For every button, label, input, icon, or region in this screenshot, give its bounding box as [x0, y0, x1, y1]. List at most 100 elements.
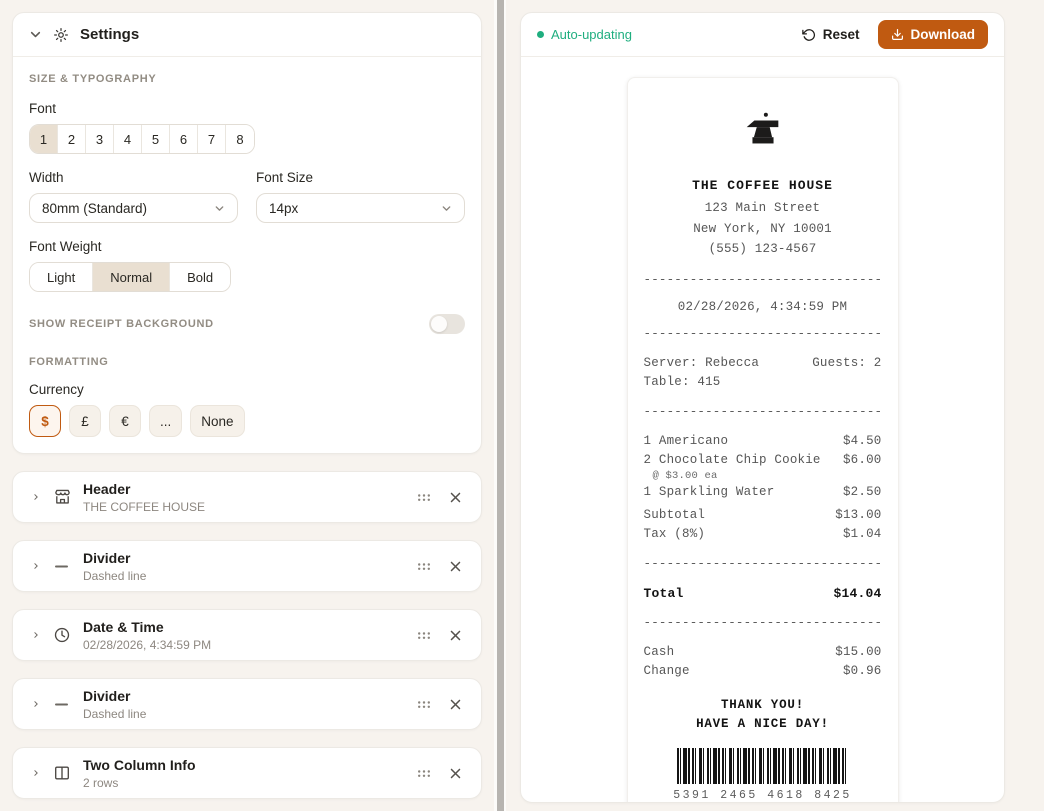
coffee-logo-icon — [644, 110, 882, 152]
receipt-address-line2: New York, NY 10001 — [693, 221, 832, 236]
settings-card: Settings SIZE & TYPOGRAPHY Font 1 2 3 4 … — [12, 12, 482, 454]
block-title: Date & Time — [83, 618, 164, 635]
font-weight-light[interactable]: Light — [30, 263, 94, 291]
currency-gbp-button[interactable]: £ — [69, 405, 101, 437]
close-icon[interactable] — [445, 694, 466, 715]
preview-header: Auto-updating Reset — [521, 13, 1004, 57]
status-label: Auto-updating — [551, 27, 632, 42]
chevron-down-icon — [214, 203, 225, 214]
gear-icon — [53, 27, 69, 43]
currency-eur-button[interactable]: € — [109, 405, 141, 437]
drag-handle-icon[interactable] — [413, 558, 435, 575]
chevron-right-icon[interactable] — [28, 694, 44, 714]
receipt-divider: ------------------------------- — [643, 615, 882, 630]
font-weight-normal[interactable]: Normal — [93, 263, 171, 291]
block-title: Divider — [83, 549, 131, 566]
status-dot-icon — [537, 31, 544, 38]
download-button[interactable]: Download — [877, 20, 988, 49]
font-option-4[interactable]: 4 — [114, 125, 142, 153]
chevron-right-icon[interactable] — [28, 625, 44, 645]
font-option-1[interactable]: 1 — [30, 125, 58, 153]
block-two-column-info[interactable]: Two Column Info 2 rows — [12, 747, 482, 799]
block-title: Divider — [83, 687, 131, 704]
receipt-divider: ------------------------------- — [643, 556, 882, 571]
font-option-2[interactable]: 2 — [58, 125, 86, 153]
receipt-item-name: 1 Sparkling Water — [643, 484, 775, 499]
rotate-ccw-icon — [801, 28, 816, 42]
font-option-5[interactable]: 5 — [142, 125, 170, 153]
drag-handle-icon[interactable] — [413, 765, 435, 782]
settings-panel: Settings SIZE & TYPOGRAPHY Font 1 2 3 4 … — [0, 0, 494, 811]
receipt-subtotal-value: $13.00 — [835, 507, 882, 522]
block-title: Header — [83, 480, 131, 497]
settings-title: Settings — [80, 26, 140, 43]
storefront-icon — [52, 488, 72, 507]
receipt-item-row: 1 Americano $4.50 — [644, 432, 882, 451]
currency-usd-button[interactable]: $ — [29, 405, 61, 437]
close-icon[interactable] — [445, 487, 466, 508]
font-option-8[interactable]: 8 — [226, 125, 254, 153]
dash-icon — [52, 558, 72, 574]
status-badge: Auto-updating — [537, 27, 632, 42]
width-select[interactable]: 80mm (Standard) — [29, 193, 238, 223]
formatting-label: FORMATTING — [29, 356, 109, 368]
currency-more-button[interactable]: ... — [149, 405, 183, 437]
reset-label: Reset — [822, 27, 860, 42]
show-receipt-background-label: SHOW RECEIPT BACKGROUND — [29, 318, 214, 330]
receipt-server: Server: Rebecca — [643, 355, 760, 370]
receipt-item-name: 2 Chocolate Chip Cookie — [643, 452, 821, 467]
font-label: Font — [29, 101, 57, 116]
receipt-item-price: $4.50 — [842, 433, 882, 448]
font-weight-label: Font Weight — [29, 239, 102, 254]
chevron-right-icon[interactable] — [28, 763, 44, 783]
receipt-item-note: @ $3.00 ea — [652, 469, 718, 482]
receipt-divider: ------------------------------- — [643, 326, 882, 341]
font-weight-bold[interactable]: Bold — [170, 263, 231, 291]
download-label: Download — [910, 27, 976, 42]
currency-selector: $ £ € ... None — [29, 405, 465, 437]
receipt-change-value: $0.96 — [842, 663, 882, 678]
block-divider-1[interactable]: Divider Dashed line — [12, 540, 482, 592]
chevron-down-icon[interactable] — [29, 28, 42, 41]
receipt-subtotal-label: Subtotal — [643, 507, 706, 522]
dash-icon — [52, 696, 72, 712]
receipt: THE COFFEE HOUSE 123 Main Street New Yor… — [626, 77, 899, 802]
panel-resizer[interactable] — [494, 0, 506, 811]
drag-handle-icon[interactable] — [413, 489, 435, 506]
panel-resizer-handle[interactable] — [496, 0, 504, 811]
barcode-number: 5391 2465 4618 8425 — [673, 788, 852, 802]
receipt-datetime: 02/28/2026, 4:34:59 PM — [677, 299, 848, 314]
block-subtitle: Dashed line — [83, 706, 147, 721]
chevron-right-icon[interactable] — [28, 487, 44, 507]
clock-icon — [52, 626, 72, 644]
receipt-guests: Guests: 2 — [812, 355, 882, 370]
font-size-label: Font Size — [256, 170, 314, 185]
currency-none-button[interactable]: None — [190, 405, 245, 437]
barcode — [676, 747, 849, 784]
receipt-total-value: $14.04 — [833, 585, 882, 601]
block-divider-2[interactable]: Divider Dashed line — [12, 678, 482, 730]
close-icon[interactable] — [445, 763, 466, 784]
reset-button[interactable]: Reset — [801, 27, 860, 42]
block-date-time[interactable]: Date & Time 02/28/2026, 4:34:59 PM — [12, 609, 482, 661]
settings-card-header[interactable]: Settings — [13, 13, 481, 57]
receipt-item-row: 2 Chocolate Chip Cookie $6.00 — [644, 451, 882, 470]
drag-handle-icon[interactable] — [413, 627, 435, 644]
font-option-3[interactable]: 3 — [86, 125, 114, 153]
show-receipt-background-toggle[interactable] — [429, 314, 465, 334]
font-size-select[interactable]: 14px — [256, 193, 465, 223]
receipt-tax-value: $1.04 — [842, 526, 882, 541]
receipt-cash-value: $15.00 — [835, 644, 882, 659]
block-header[interactable]: Header THE COFFEE HOUSE — [12, 471, 482, 523]
close-icon[interactable] — [445, 556, 466, 577]
receipt-total-label: Total — [643, 585, 684, 601]
drag-handle-icon[interactable] — [413, 696, 435, 713]
preview-panel: Auto-updating Reset — [506, 0, 1044, 811]
receipt-change-label: Change — [643, 663, 690, 678]
chevron-right-icon[interactable] — [28, 556, 44, 576]
close-icon[interactable] — [445, 625, 466, 646]
block-subtitle: Dashed line — [83, 568, 147, 583]
font-option-7[interactable]: 7 — [198, 125, 226, 153]
receipt-divider: ------------------------------- — [643, 272, 882, 287]
font-option-6[interactable]: 6 — [170, 125, 198, 153]
